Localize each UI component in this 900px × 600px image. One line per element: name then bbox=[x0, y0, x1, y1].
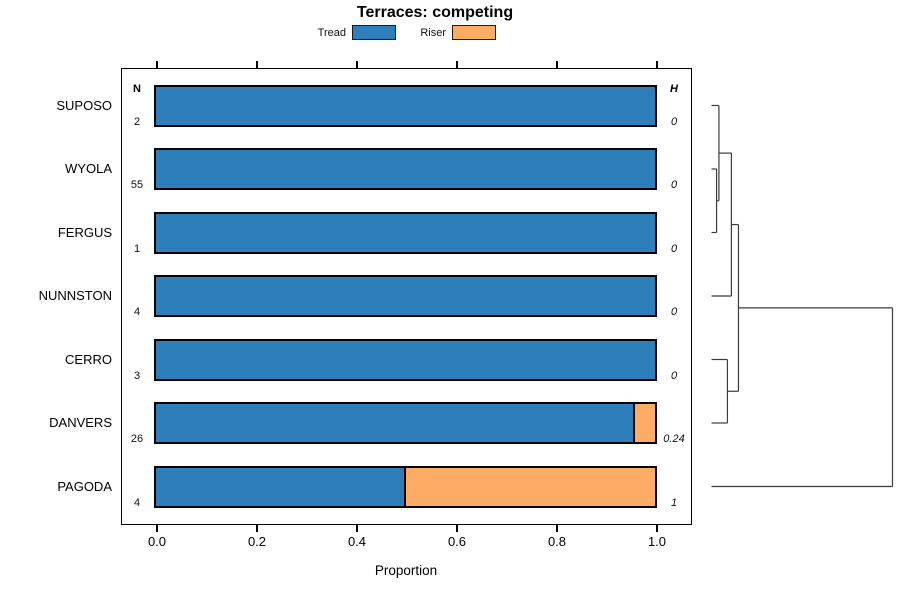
n-value: 4 bbox=[133, 496, 141, 509]
bar-pagoda bbox=[154, 465, 657, 508]
bar-cerro bbox=[154, 338, 657, 381]
h-value: 0 bbox=[670, 115, 678, 128]
tick-bottom bbox=[356, 525, 358, 532]
bar-segment-tread bbox=[156, 277, 655, 315]
bar-wyola bbox=[154, 148, 657, 190]
bar-segment-tread bbox=[156, 340, 655, 379]
tick-bottom bbox=[656, 525, 658, 532]
h-value: 0 bbox=[670, 369, 678, 382]
x-axis-title: Proportion bbox=[374, 563, 438, 578]
plot-area-border bbox=[121, 68, 692, 525]
n-column-header: N bbox=[133, 83, 141, 95]
tick-top bbox=[256, 61, 258, 68]
category-label-suposo: SUPOSO bbox=[56, 97, 112, 113]
category-label-wyola: WYOLA bbox=[65, 161, 112, 176]
tick-bottom bbox=[156, 525, 158, 532]
category-label-nunnston: NUNNSTON bbox=[38, 288, 112, 303]
category-label-danvers: DANVERS bbox=[49, 415, 112, 430]
tick-top bbox=[556, 61, 558, 68]
bar-fergus bbox=[154, 211, 657, 254]
h-value: 0 bbox=[670, 306, 678, 318]
bar-nunnston bbox=[154, 275, 657, 317]
n-value: 3 bbox=[133, 369, 141, 382]
bar-segment-riser bbox=[405, 467, 655, 506]
legend-swatch-riser bbox=[452, 25, 496, 40]
h-value: 0 bbox=[670, 179, 678, 191]
tick-top bbox=[356, 61, 358, 68]
chart-title: Terraces: competing bbox=[356, 4, 514, 21]
tick-top bbox=[656, 61, 658, 68]
category-label-cerro: CERRO bbox=[65, 351, 112, 367]
tick-bottom bbox=[456, 525, 458, 532]
tick-top bbox=[156, 61, 158, 68]
x-tick-label: 0.2 bbox=[247, 534, 267, 549]
x-tick-label: 0.8 bbox=[547, 534, 567, 549]
n-value: 26 bbox=[130, 433, 144, 445]
h-value: 0.24 bbox=[663, 433, 685, 445]
bar-segment-tread bbox=[156, 404, 636, 442]
tick-bottom bbox=[556, 525, 558, 532]
h-value: 1 bbox=[670, 496, 678, 509]
bar-segment-tread bbox=[156, 213, 655, 252]
tick-bottom bbox=[256, 525, 258, 532]
bar-segment-riser bbox=[635, 404, 655, 442]
bar-segment-tread bbox=[156, 150, 655, 188]
bar-segment-tread bbox=[156, 86, 655, 125]
legend-swatch-tread bbox=[352, 25, 396, 40]
x-tick-label: 0.4 bbox=[347, 534, 367, 549]
legend-label-tread: Tread bbox=[317, 27, 346, 39]
category-label-fergus: FERGUS bbox=[57, 224, 112, 240]
x-tick-label: 0.0 bbox=[147, 534, 167, 549]
legend-label-riser: Riser bbox=[420, 27, 446, 39]
n-value: 2 bbox=[133, 115, 141, 128]
category-label-pagoda: PAGODA bbox=[57, 478, 112, 494]
n-value: 4 bbox=[133, 306, 141, 318]
h-value: 0 bbox=[670, 242, 678, 255]
bar-segment-tread bbox=[156, 467, 406, 506]
x-tick-label: 1.0 bbox=[647, 534, 667, 549]
bar-danvers bbox=[154, 402, 657, 444]
tick-top bbox=[456, 61, 458, 68]
n-value: 55 bbox=[130, 179, 144, 191]
h-column-header: H bbox=[670, 83, 678, 95]
x-tick-label: 0.6 bbox=[447, 534, 467, 549]
n-value: 1 bbox=[133, 242, 141, 255]
bar-suposo bbox=[154, 84, 657, 127]
